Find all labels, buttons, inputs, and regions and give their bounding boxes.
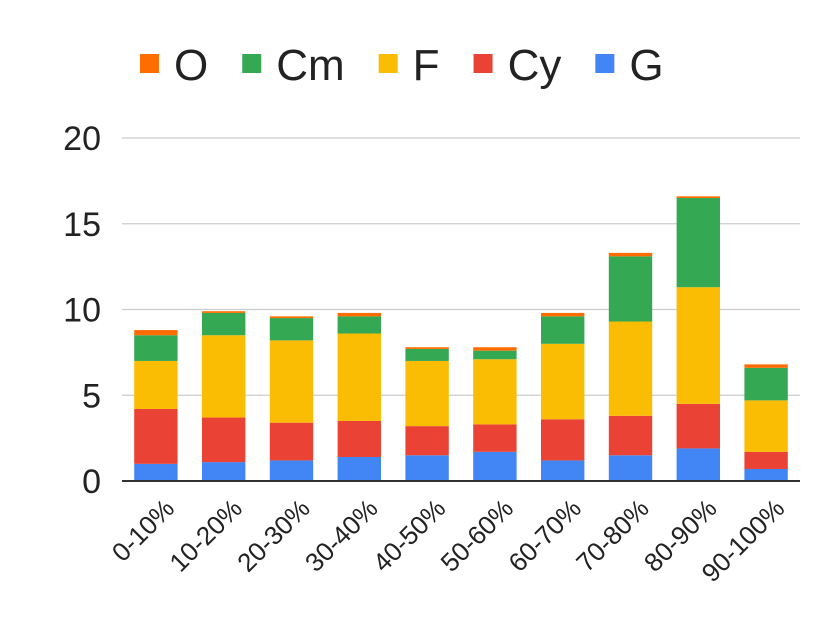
x-tick-label-30-40: 30-40% [299, 493, 384, 578]
bar-g-40-50 [405, 455, 449, 481]
y-tick-label-5: 5 [82, 377, 101, 415]
legend-swatch-cm [242, 54, 262, 73]
bar-o-60-70 [541, 312, 585, 317]
x-tick-label-10-20: 10-20% [163, 493, 248, 578]
legend-item-g: G [595, 41, 664, 90]
bar-f-30-40 [337, 333, 381, 421]
y-tick-label-20: 20 [63, 120, 101, 158]
bar-o-0-10 [134, 330, 178, 336]
x-tick-label-60-70: 60-70% [502, 493, 587, 578]
legend-item-cy: Cy [473, 41, 562, 90]
bar-f-70-80 [608, 321, 653, 416]
y-tick-label-15: 15 [63, 206, 101, 244]
bar-f-20-30 [269, 340, 314, 423]
x-tick-label-20-30: 20-30% [231, 493, 316, 578]
bar-cy-30-40 [337, 420, 381, 457]
bar-cm-60-70 [541, 316, 585, 344]
bar-f-40-50 [405, 360, 449, 427]
bar-g-10-20 [202, 462, 246, 481]
bar-cm-80-90 [676, 198, 720, 288]
bar-cy-20-30 [269, 422, 314, 461]
bar-g-20-30 [269, 460, 314, 481]
bars [134, 196, 788, 481]
bar-cy-60-70 [541, 419, 585, 461]
bar-g-0-10 [134, 463, 178, 481]
bar-cm-20-30 [269, 318, 314, 341]
bar-o-30-40 [337, 312, 381, 317]
bar-o-90-100 [744, 364, 788, 368]
bar-cm-40-50 [405, 348, 449, 361]
y-tick-label-10: 10 [63, 292, 101, 330]
bar-g-30-40 [337, 456, 381, 481]
legend: O Cm F Cy G [140, 41, 664, 90]
bar-f-80-90 [676, 287, 720, 404]
bar-g-60-70 [541, 460, 585, 481]
bar-g-80-90 [676, 448, 720, 481]
bar-f-60-70 [541, 343, 585, 420]
bar-cy-80-90 [676, 403, 720, 449]
bar-o-40-50 [405, 347, 449, 349]
bar-cy-70-80 [608, 415, 653, 456]
legend-label-cy: Cy [508, 41, 562, 90]
x-tick-label-50-60: 50-60% [435, 493, 520, 578]
legend-item-f: F [378, 41, 440, 90]
bar-cm-90-100 [744, 367, 788, 401]
x-tick-label-40-50: 40-50% [367, 493, 452, 578]
x-tick-label-70-80: 70-80% [570, 493, 655, 578]
bar-g-90-100 [744, 468, 788, 481]
legend-swatch-f [378, 54, 398, 73]
legend-label-f: F [413, 41, 440, 90]
bar-g-50-60 [473, 451, 517, 481]
legend-label-o: O [174, 41, 208, 90]
bar-cm-30-40 [337, 316, 381, 334]
bar-cy-40-50 [405, 426, 449, 456]
bar-f-10-20 [202, 335, 246, 418]
legend-item-o: O [140, 41, 208, 90]
bar-cy-90-100 [744, 451, 788, 469]
bar-f-0-10 [134, 360, 178, 409]
bar-o-70-80 [608, 252, 653, 257]
bar-o-10-20 [202, 311, 246, 313]
bar-cm-50-60 [473, 350, 517, 360]
bar-cm-0-10 [134, 335, 178, 361]
bar-g-70-80 [608, 455, 653, 481]
x-axis-tick-labels: 0-10%10-20%20-30%30-40%40-50%50-60%60-70… [106, 493, 791, 588]
legend-swatch-g [595, 54, 615, 73]
legend-item-cm: Cm [242, 41, 345, 90]
bar-o-50-60 [473, 347, 517, 351]
y-tick-label-0: 0 [82, 463, 101, 501]
bar-f-90-100 [744, 400, 788, 452]
legend-label-cm: Cm [276, 41, 344, 90]
y-axis-tick-labels: 0 5 10 15 20 [63, 120, 101, 501]
bar-f-50-60 [473, 359, 517, 425]
bar-cm-70-80 [608, 256, 653, 322]
bar-o-80-90 [676, 196, 720, 199]
bar-cy-0-10 [134, 408, 178, 464]
legend-swatch-o [140, 54, 159, 73]
legend-swatch-cy [473, 54, 493, 73]
bar-cy-10-20 [202, 417, 246, 463]
bar-o-20-30 [269, 316, 314, 319]
bar-cy-50-60 [473, 424, 517, 452]
bar-cm-10-20 [202, 312, 246, 336]
legend-label-g: G [629, 41, 663, 90]
